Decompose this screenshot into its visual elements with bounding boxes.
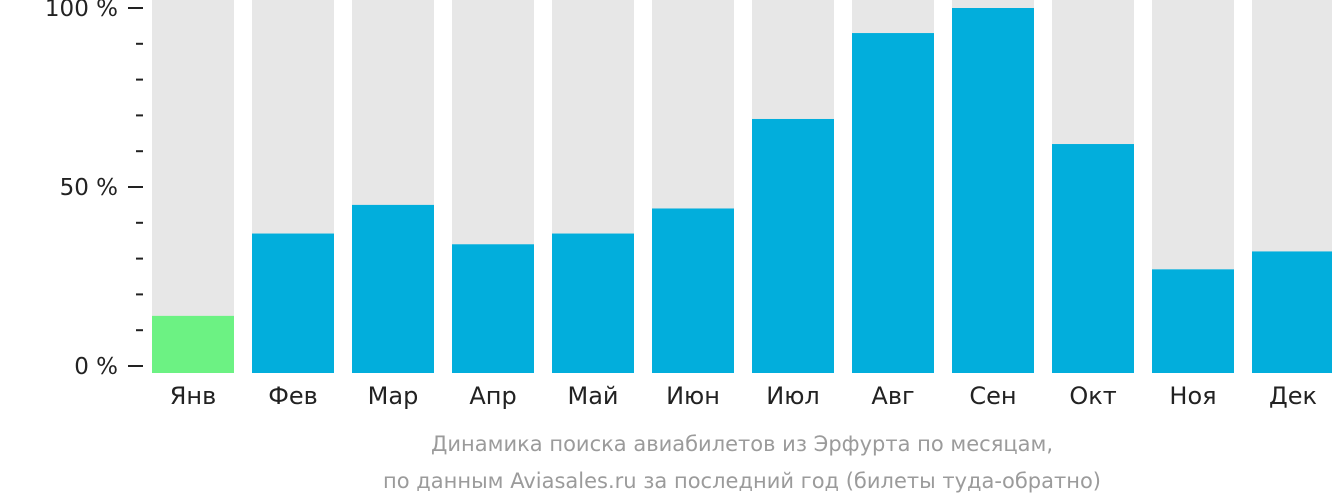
x-tick-label: Апр	[469, 382, 516, 410]
x-tick-label: Май	[567, 382, 618, 410]
bars	[152, 0, 1332, 374]
x-tick-label: Июн	[666, 382, 720, 410]
x-tick-label: Янв	[170, 382, 217, 410]
bar[interactable]	[1152, 269, 1234, 373]
y-tick-label: 0 %	[74, 354, 118, 380]
x-tick-label: Дек	[1269, 382, 1317, 410]
bar[interactable]	[452, 244, 534, 373]
chart-caption-line-1: Динамика поиска авиабилетов из Эрфурта п…	[431, 432, 1053, 456]
y-tick-label: 50 %	[60, 175, 118, 201]
x-tick-label: Июл	[766, 382, 820, 410]
x-tick-label: Ноя	[1169, 382, 1216, 410]
bar[interactable]	[1052, 144, 1134, 373]
bar[interactable]	[152, 315, 234, 373]
chart-caption-line-2: по данным Aviasales.ru за последний год …	[383, 469, 1101, 493]
bar[interactable]	[352, 204, 434, 373]
bar[interactable]	[752, 118, 834, 373]
x-tick-label: Авг	[871, 382, 914, 410]
x-axis-labels: Янв Фев Мар Апр Май Июн Июл Авг Сен Окт Ноя Дек	[170, 382, 1317, 410]
x-tick-label: Окт	[1069, 382, 1116, 410]
bar[interactable]	[852, 33, 934, 374]
x-tick-label: Фев	[268, 382, 318, 410]
bar-background	[152, 0, 234, 373]
x-tick-label: Мар	[368, 382, 419, 410]
bar[interactable]	[252, 233, 334, 373]
bar[interactable]	[552, 233, 634, 373]
y-tick-label: 100 %	[45, 0, 118, 22]
y-axis: 100 % 50 % 0 %	[45, 0, 143, 380]
x-tick-label: Сен	[969, 382, 1016, 410]
bar[interactable]	[1252, 251, 1332, 373]
bar[interactable]	[652, 208, 734, 373]
bar[interactable]	[952, 8, 1034, 373]
